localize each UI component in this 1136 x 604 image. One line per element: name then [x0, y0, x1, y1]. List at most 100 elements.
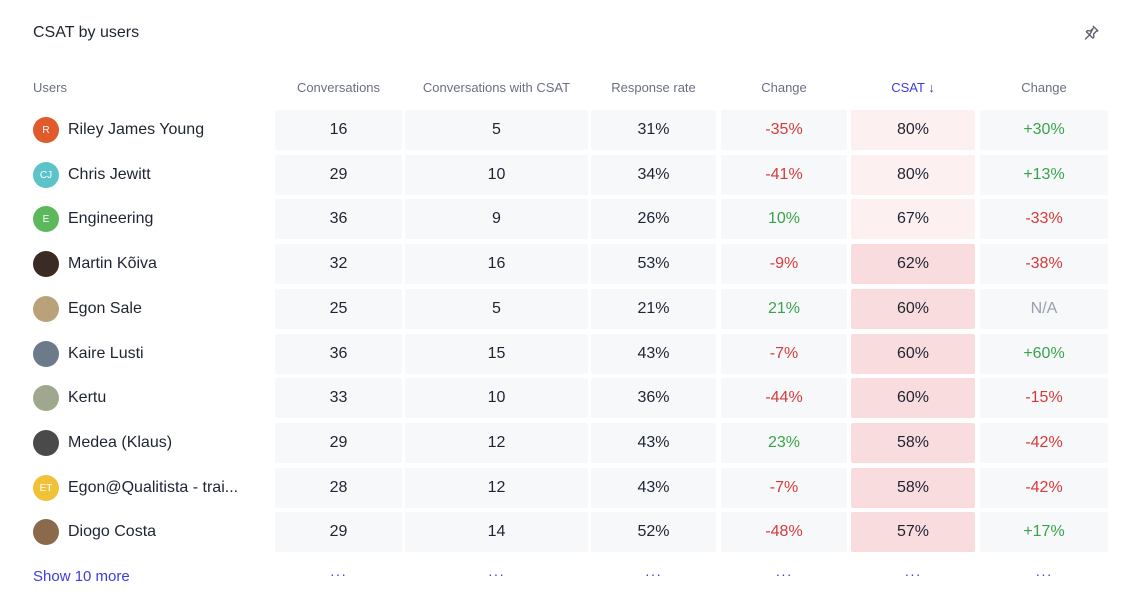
cell-conversations: 32: [275, 244, 402, 284]
user-cell[interactable]: Kertu: [33, 385, 106, 411]
user-cell[interactable]: Egon Sale: [33, 296, 142, 322]
cell-csat: 57%: [851, 512, 975, 552]
cell-csat-change: -42%: [980, 468, 1108, 508]
user-cell[interactable]: ET Egon@Qualitista - trai...: [33, 475, 238, 501]
cell-change: -48%: [721, 512, 847, 552]
user-cell[interactable]: Kaire Lusti: [33, 341, 144, 367]
cell-csat-change: +60%: [980, 334, 1108, 374]
cell-conversations: 33: [275, 378, 402, 418]
ellipsis-csat: ···: [904, 566, 922, 582]
cell-response-rate: 43%: [591, 423, 716, 463]
user-cell[interactable]: Martin Kõiva: [33, 251, 157, 277]
user-name: Medea (Klaus): [68, 434, 173, 451]
cell-csat: 58%: [851, 423, 975, 463]
user-name: Kaire Lusti: [68, 345, 144, 362]
cell-csat-change: -15%: [980, 378, 1108, 418]
cell-csat-change: N/A: [980, 289, 1108, 329]
avatar: R: [33, 117, 59, 143]
header-change[interactable]: Change: [761, 80, 807, 95]
cell-conversations: 36: [275, 199, 402, 239]
cell-csat-change: -33%: [980, 199, 1108, 239]
cell-csat: 58%: [851, 468, 975, 508]
ellipsis-response-rate: ···: [645, 566, 662, 582]
cell-change: 21%: [721, 289, 847, 329]
cell-csat-change: +17%: [980, 512, 1108, 552]
cell-conversations: 25: [275, 289, 402, 329]
cell-change: -7%: [721, 334, 847, 374]
ellipsis-change: ···: [775, 566, 793, 582]
cell-csat-change: +13%: [980, 155, 1108, 195]
header-csat-change[interactable]: Change: [1021, 80, 1067, 95]
user-name: Egon@Qualitista - trai...: [68, 479, 239, 496]
cell-change: -44%: [721, 378, 847, 418]
avatar: [33, 341, 59, 367]
cell-conversations-with-csat: 5: [405, 289, 588, 329]
cell-response-rate: 52%: [591, 512, 716, 552]
cell-conversations-with-csat: 12: [405, 468, 588, 508]
cell-conversations-with-csat: 15: [405, 334, 588, 374]
cell-conversations-with-csat: 10: [405, 155, 588, 195]
cell-conversations: 16: [275, 110, 402, 150]
ellipsis-conversations: ···: [330, 566, 347, 582]
cell-change: 10%: [721, 199, 847, 239]
user-name: Diogo Costa: [68, 523, 157, 540]
header-csat-sorted[interactable]: CSAT ↓: [891, 80, 935, 95]
cell-conversations-with-csat: 9: [405, 199, 588, 239]
user-name: Chris Jewitt: [68, 166, 151, 183]
user-name: Egon Sale: [68, 300, 142, 317]
cell-response-rate: 26%: [591, 199, 716, 239]
cell-response-rate: 34%: [591, 155, 716, 195]
cell-response-rate: 43%: [591, 468, 716, 508]
header-conversations-with-csat[interactable]: Conversations with CSAT: [422, 80, 571, 95]
cell-csat-change: -38%: [980, 244, 1108, 284]
user-cell[interactable]: E Engineering: [33, 206, 153, 232]
avatar: [33, 296, 59, 322]
cell-csat: 60%: [851, 289, 975, 329]
cell-csat: 67%: [851, 199, 975, 239]
header-users[interactable]: Users: [33, 80, 67, 95]
cell-response-rate: 43%: [591, 334, 716, 374]
user-name: Engineering: [68, 210, 154, 227]
cell-change: -35%: [721, 110, 847, 150]
cell-change: 23%: [721, 423, 847, 463]
cell-csat: 80%: [851, 155, 975, 195]
avatar: [33, 385, 59, 411]
user-cell[interactable]: Diogo Costa: [33, 519, 156, 545]
cell-conversations: 28: [275, 468, 402, 508]
cell-csat: 60%: [851, 334, 975, 374]
ellipsis-with-csat: ···: [488, 566, 505, 582]
user-name: Riley James Young: [68, 121, 205, 138]
cell-conversations: 29: [275, 512, 402, 552]
user-name: Martin Kõiva: [68, 255, 157, 272]
user-name: Kertu: [68, 389, 107, 406]
cell-response-rate: 36%: [591, 378, 716, 418]
avatar: [33, 519, 59, 545]
ellipsis-csat-change: ···: [1035, 566, 1053, 582]
cell-response-rate: 31%: [591, 110, 716, 150]
cell-conversations-with-csat: 5: [405, 110, 588, 150]
cell-change: -41%: [721, 155, 847, 195]
cell-csat: 62%: [851, 244, 975, 284]
avatar: [33, 430, 59, 456]
user-cell[interactable]: CJ Chris Jewitt: [33, 162, 151, 188]
cell-response-rate: 53%: [591, 244, 716, 284]
cell-csat: 80%: [851, 110, 975, 150]
show-more-link[interactable]: Show 10 more: [33, 568, 130, 585]
cell-change: -7%: [721, 468, 847, 508]
cell-conversations: 29: [275, 423, 402, 463]
pin-icon[interactable]: [1081, 23, 1101, 43]
cell-change: -9%: [721, 244, 847, 284]
cell-csat-change: +30%: [980, 110, 1108, 150]
header-response-rate[interactable]: Response rate: [611, 80, 696, 95]
avatar: ET: [33, 475, 59, 501]
cell-csat: 60%: [851, 378, 975, 418]
cell-conversations-with-csat: 10: [405, 378, 588, 418]
cell-conversations-with-csat: 16: [405, 244, 588, 284]
cell-conversations: 29: [275, 155, 402, 195]
header-conversations[interactable]: Conversations: [296, 80, 381, 95]
user-cell[interactable]: R Riley James Young: [33, 117, 204, 143]
cell-response-rate: 21%: [591, 289, 716, 329]
cell-conversations: 36: [275, 334, 402, 374]
user-cell[interactable]: Medea (Klaus): [33, 430, 172, 456]
cell-conversations-with-csat: 12: [405, 423, 588, 463]
